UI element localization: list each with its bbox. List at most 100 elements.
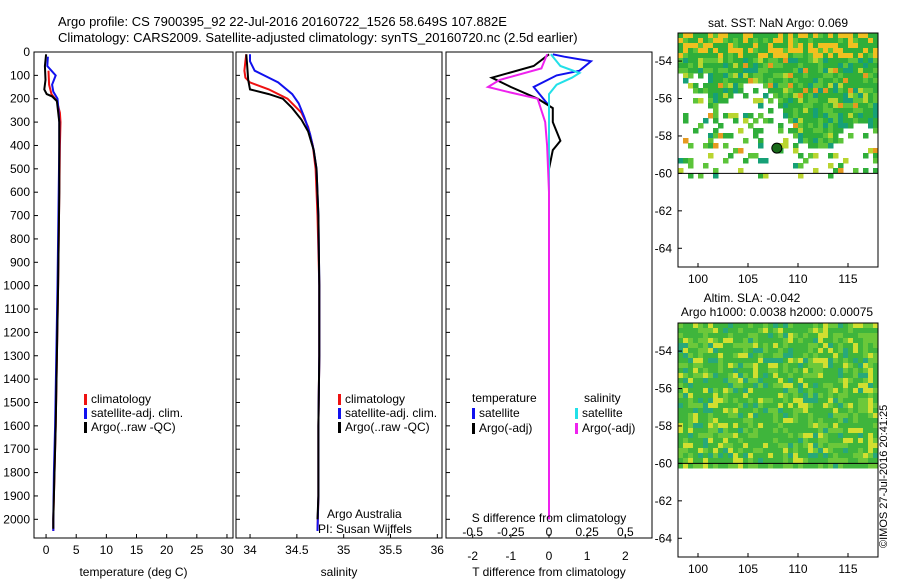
map-ytick-label-sla_map: -62 (655, 494, 673, 508)
legend-temperature-clim-swatch (84, 394, 87, 405)
legend-difference-t-satellite-swatch (472, 408, 475, 419)
legend-difference-s-satellite-swatch (575, 408, 578, 419)
map-ytick-label-sst_map: -56 (655, 92, 673, 106)
map-title-sla-line1: Altim. SLA: -0.042 (704, 291, 801, 305)
map-frame-sst_map (677, 32, 879, 268)
map-ytick-label-sst_map: -62 (655, 204, 673, 218)
map-ytick-label-sla_map: -56 (655, 382, 673, 396)
xtick-label-difference: 1 (584, 549, 591, 563)
ytick-label-depth: 1700 (3, 442, 30, 456)
map-xtick-label-sst_map: 110 (788, 272, 807, 286)
ytick-label-depth: 900 (10, 255, 30, 269)
legend-difference-t-argo-label: Argo(-adj) (479, 421, 532, 435)
xtick-label-difference: -2 (467, 549, 478, 563)
map-title-sst: sat. SST: NaN Argo: 0.069 (708, 16, 848, 30)
ytick-label-depth: 500 (10, 162, 30, 176)
legend-salinity-argo-label: Argo(..raw -QC) (345, 420, 430, 434)
credit-pi: PI: Susan Wijffels (318, 522, 412, 536)
ytick-label-depth: 1400 (3, 372, 30, 386)
ytick-label-depth: 700 (10, 209, 30, 223)
map-xtick-label-sla_map: 105 (738, 562, 758, 576)
x-axis-label-temperature: temperature (deg C) (79, 565, 187, 579)
legend-temperature-argo-label: Argo(..raw -QC) (91, 420, 176, 434)
ytick-label-depth: 200 (10, 92, 30, 106)
ytick-label-depth: 1800 (3, 466, 30, 480)
legend-temperature-sat-label: satellite-adj. clim. (91, 406, 183, 420)
map-xtick-label-sst_map: 115 (838, 272, 857, 286)
legend-difference-salinity-title: salinity (584, 391, 621, 405)
ytick-label-depth: 0 (23, 45, 30, 59)
legend-temperature-clim-label: climatology (91, 392, 151, 406)
map-title-sla-line2: Argo h1000: 0.0038 h2000: 0.00075 (681, 305, 873, 319)
footer-stamp: ©IMOS 27-Jul-2016 20:41:25 (878, 404, 890, 548)
ytick-label-depth: 1500 (3, 395, 30, 409)
map-ytick-label-sst_map: -64 (655, 241, 673, 255)
xtick-label-temperature: 20 (160, 543, 174, 557)
argo-position-marker (771, 142, 783, 154)
xtick-label-difference: -1 (506, 549, 517, 563)
legend-salinity-argo-swatch (338, 422, 341, 433)
ytick-label-depth: 2000 (3, 512, 30, 526)
map-ytick-label-sst_map: -54 (655, 54, 673, 68)
xtick-label-s-difference: 0.5 (617, 525, 634, 539)
xtick-label-difference: 0 (546, 549, 553, 563)
map-ytick-label-sst_map: -58 (655, 129, 673, 143)
map-xtick-label-sst_map: 100 (688, 272, 708, 286)
ytick-label-depth: 600 (10, 185, 30, 199)
x-axis-label-s-difference: S difference from climatology (472, 511, 627, 525)
map-xtick-label-sla_map: 100 (688, 562, 708, 576)
credit-org: Argo Australia (327, 507, 402, 521)
map-xtick-label-sla_map: 115 (838, 562, 857, 576)
ytick-label-depth: 1600 (3, 419, 30, 433)
legend-difference-temperature-title: temperature (472, 391, 537, 405)
legend-difference-t-satellite-label: satellite (479, 406, 520, 420)
legend-temperature-argo-swatch (84, 422, 87, 433)
xtick-label-salinity: 35 (337, 543, 351, 557)
xtick-label-temperature: 5 (73, 543, 80, 557)
panel-frame-temperature (33, 51, 234, 539)
legend-temperature-sat-swatch (84, 408, 87, 419)
map-ytick-label-sst_map: -60 (655, 166, 673, 180)
map-ytick-label-sla_map: -60 (655, 456, 673, 470)
xtick-label-salinity: 36 (431, 543, 445, 557)
figure-title-line2: Climatology: CARS2009. Satellite-adjuste… (58, 30, 578, 45)
map-xtick-label-sla_map: 110 (788, 562, 807, 576)
xtick-label-s-difference: -0.25 (497, 525, 525, 539)
ytick-label-depth: 400 (10, 138, 30, 152)
x-axis-label-difference: T difference from climatology (472, 565, 626, 579)
xtick-label-temperature: 0 (43, 543, 50, 557)
figure-title-line1: Argo profile: CS 7900395_92 22-Jul-2016 … (58, 14, 507, 29)
map-field-sst_map (678, 33, 879, 179)
xtick-label-salinity: 34.5 (285, 543, 309, 557)
map-xtick-label-sst_map: 105 (738, 272, 758, 286)
legend-salinity-clim-swatch (338, 394, 341, 405)
map-ytick-label-sla_map: -64 (655, 531, 673, 545)
ytick-label-depth: 300 (10, 115, 30, 129)
map-field-sla_map (678, 323, 879, 469)
legend-difference-s-satellite-label: satellite (582, 406, 623, 420)
legend-difference-s-argo-label: Argo(-adj) (582, 421, 635, 435)
xtick-label-temperature: 15 (130, 543, 144, 557)
xtick-label-difference: 2 (622, 549, 629, 563)
ytick-label-depth: 1900 (3, 489, 30, 503)
map-ytick-label-sla_map: -54 (655, 344, 673, 358)
xtick-label-temperature: 10 (100, 543, 114, 557)
xtick-label-temperature: 30 (220, 543, 234, 557)
xtick-label-salinity: 35.5 (379, 543, 403, 557)
ytick-label-depth: 1300 (3, 349, 30, 363)
ytick-label-depth: 800 (10, 232, 30, 246)
ytick-label-depth: 1100 (4, 302, 30, 316)
map-frame-sla_map (677, 322, 879, 558)
series-line-temperature-argo (43, 54, 61, 529)
legend-difference-t-argo-swatch (472, 423, 475, 434)
legend-salinity-clim-label: climatology (345, 392, 405, 406)
panel-frame-salinity (235, 51, 443, 539)
ytick-label-depth: 100 (10, 68, 30, 82)
xtick-label-temperature: 25 (190, 543, 204, 557)
xtick-label-s-difference: 0 (546, 525, 553, 539)
xtick-label-salinity: 34 (243, 543, 257, 557)
legend-salinity-sat-swatch (338, 408, 341, 419)
series-line-salinity-argo (245, 54, 321, 520)
xtick-label-s-difference: -0.5 (462, 525, 483, 539)
